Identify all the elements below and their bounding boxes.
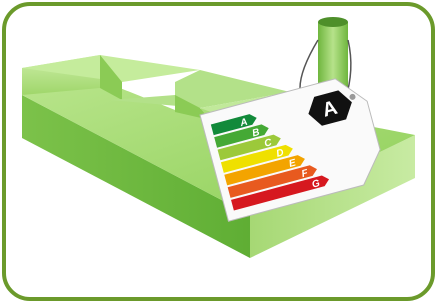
illustration: A ABCDEFG	[0, 0, 437, 303]
page: A ABCDEFG (() => { const data = JSON.par…	[0, 0, 437, 303]
